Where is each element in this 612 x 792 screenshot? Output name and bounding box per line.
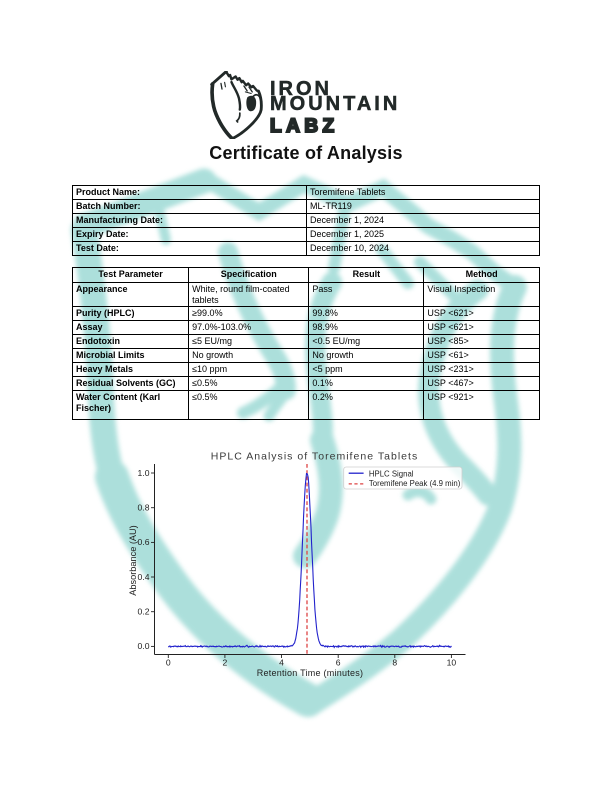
svg-text:Toremifene Peak (4.9 min): Toremifene Peak (4.9 min): [369, 479, 461, 488]
svg-text:1.0: 1.0: [138, 468, 150, 478]
svg-text:0: 0: [166, 657, 171, 667]
svg-text:HPLC Signal: HPLC Signal: [369, 469, 414, 478]
svg-text:0.6: 0.6: [138, 537, 150, 547]
svg-text:6: 6: [336, 657, 341, 667]
svg-text:0.2: 0.2: [138, 607, 150, 617]
svg-text:HPLC Analysis of Toremifene Ta: HPLC Analysis of Toremifene Tablets: [211, 451, 418, 463]
svg-text:0.4: 0.4: [138, 572, 150, 582]
svg-text:Absorbance (AU): Absorbance (AU): [128, 525, 138, 595]
svg-text:Retention Time (minutes): Retention Time (minutes): [257, 668, 364, 678]
svg-text:10: 10: [447, 657, 457, 667]
svg-text:0.8: 0.8: [138, 503, 150, 513]
svg-text:2: 2: [223, 657, 228, 667]
svg-text:8: 8: [392, 657, 397, 667]
svg-text:4: 4: [279, 657, 284, 667]
svg-text:0.0: 0.0: [138, 641, 150, 651]
